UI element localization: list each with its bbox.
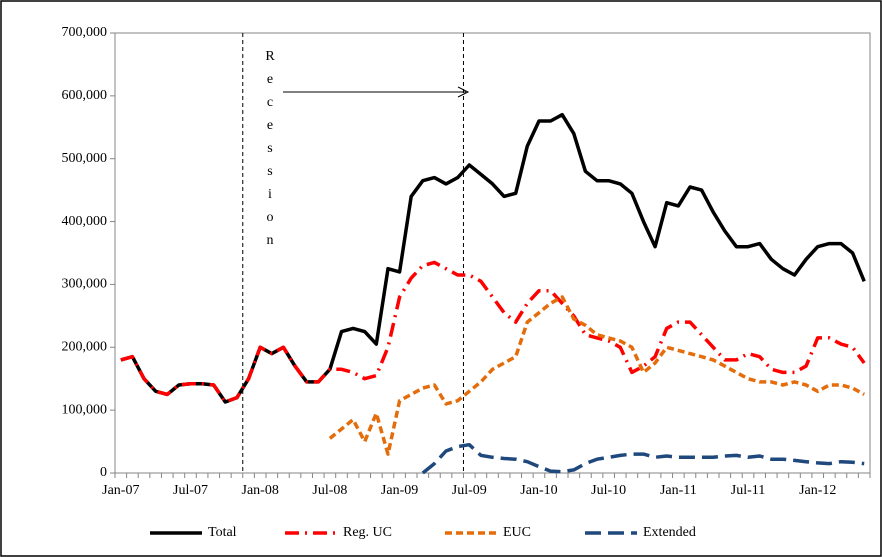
series-line bbox=[421, 442, 865, 475]
x-tick-label: Jul-07 bbox=[173, 483, 208, 498]
arrow-head bbox=[457, 86, 470, 98]
y-tick-label: 100,000 bbox=[62, 402, 108, 417]
x-tick-label: Jan-09 bbox=[381, 483, 418, 498]
annotation-letter: o bbox=[267, 210, 274, 225]
x-tick-label: Jul-09 bbox=[452, 483, 487, 498]
series-line bbox=[328, 295, 866, 456]
x-tick-label: Jul-08 bbox=[312, 483, 347, 498]
x-tick-label: Jan-12 bbox=[799, 483, 836, 498]
x-tick-label: Jan-08 bbox=[242, 483, 279, 498]
annotation-letter: s bbox=[267, 141, 272, 156]
annotation-letter: s bbox=[267, 164, 272, 179]
y-tick-label: 200,000 bbox=[62, 340, 108, 355]
x-tick-label: Jan-07 bbox=[102, 483, 139, 498]
y-tick-label: 500,000 bbox=[62, 151, 108, 166]
legend-label: Total bbox=[208, 525, 237, 540]
y-tick-label: 300,000 bbox=[62, 277, 108, 292]
legend-label: EUC bbox=[503, 525, 531, 540]
annotation-letter: c bbox=[267, 95, 273, 110]
series-line bbox=[120, 112, 866, 404]
plot-area bbox=[114, 32, 871, 474]
y-tick-label: 0 bbox=[100, 465, 107, 480]
y-tick-label: 700,000 bbox=[62, 25, 108, 40]
y-tick-label: 400,000 bbox=[62, 214, 108, 229]
x-tick-label: Jan-11 bbox=[660, 483, 697, 498]
annotation-letter: R bbox=[265, 49, 275, 64]
x-tick-label: Jan-10 bbox=[520, 483, 557, 498]
annotation-letter: e bbox=[267, 72, 273, 87]
legend-label: Reg. UC bbox=[343, 525, 392, 540]
annotation-letter: e bbox=[267, 118, 273, 133]
x-tick-label: Jul-10 bbox=[591, 483, 626, 498]
annotation-letter: i bbox=[268, 187, 272, 202]
annotation-letter: n bbox=[267, 233, 274, 248]
legend-label: Extended bbox=[643, 525, 696, 540]
y-tick-label: 600,000 bbox=[62, 88, 108, 103]
x-tick-label: Jul-11 bbox=[731, 483, 765, 498]
